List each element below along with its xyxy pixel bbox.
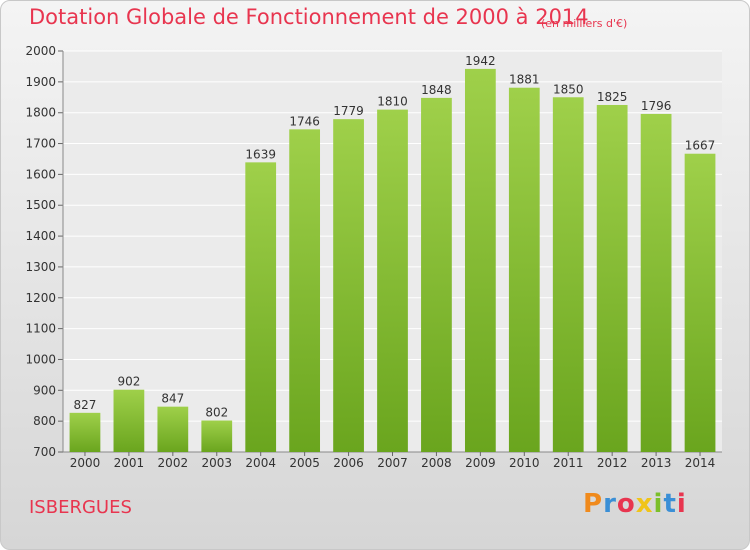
bar-value-label: 1850	[553, 82, 584, 96]
x-tick-label: 2014	[685, 456, 716, 470]
bar	[113, 389, 145, 452]
bar	[640, 113, 672, 453]
bar	[289, 129, 321, 452]
logo-letter: r	[603, 489, 617, 519]
logo-letter: i	[653, 489, 664, 519]
y-tick-label: 1500	[25, 198, 56, 212]
y-tick-label: 1700	[25, 137, 56, 151]
y-tick-label: 900	[33, 383, 56, 397]
x-tick-label: 2009	[465, 456, 496, 470]
x-tick-label: 2008	[421, 456, 452, 470]
bar	[377, 109, 408, 452]
x-tick-label: 2012	[597, 456, 628, 470]
bar-value-label: 1746	[289, 114, 320, 128]
y-tick-label: 1200	[25, 291, 56, 305]
bar	[596, 104, 628, 452]
bar-value-label: 1825	[597, 90, 628, 104]
bar-value-label: 1810	[377, 95, 408, 109]
y-tick-label: 1000	[25, 352, 56, 366]
bar-value-label: 1848	[421, 83, 452, 97]
bar	[552, 97, 584, 453]
bar	[464, 68, 496, 452]
x-tick-label: 2000	[70, 456, 101, 470]
y-tick-label: 1600	[25, 167, 56, 181]
x-tick-label: 2003	[201, 456, 232, 470]
logo-letter: o	[616, 489, 636, 519]
bar-value-label: 1942	[465, 54, 496, 68]
logo-letter: t	[663, 489, 677, 519]
y-tick-label: 1400	[25, 229, 56, 243]
bar-value-label: 1639	[245, 147, 276, 161]
x-tick-label: 2007	[377, 456, 408, 470]
bar-value-label: 1881	[509, 73, 540, 87]
y-tick-label: 700	[33, 445, 56, 459]
bar-value-label: 1796	[641, 99, 672, 113]
bar	[508, 87, 540, 453]
x-tick-label: 2004	[245, 456, 276, 470]
proxiti-logo[interactable]: Proxiti	[583, 489, 687, 519]
bar-value-label: 827	[74, 398, 97, 412]
value-labels: 827 902 847 802 1639 1746 1779 1810 1848 1942 1881…	[74, 54, 716, 420]
x-tick-label: 2006	[333, 456, 364, 470]
bar-value-label: 802	[205, 406, 228, 420]
y-tick-label: 2000	[25, 44, 56, 58]
y-tick-label: 1100	[25, 322, 56, 336]
x-tick-label: 2002	[158, 456, 189, 470]
y-tick-label: 1300	[25, 260, 56, 274]
x-tick-label: 2013	[641, 456, 672, 470]
bar	[157, 406, 189, 452]
bar-value-label: 902	[117, 375, 140, 389]
chart-title: Dotation Globale de Fonctionnement de 20…	[29, 5, 589, 29]
logo-letter: P	[583, 489, 604, 519]
bar-value-label: 1667	[685, 139, 716, 153]
bar	[245, 162, 277, 452]
bar	[421, 97, 452, 452]
bar	[333, 119, 364, 453]
x-tick-label: 2005	[289, 456, 320, 470]
bar	[201, 420, 233, 452]
x-tick-label: 2001	[114, 456, 145, 470]
y-tick-label: 1800	[25, 106, 56, 120]
logo-letter: x	[635, 489, 654, 519]
bar-value-label: 847	[161, 392, 184, 406]
bar-value-label: 1779	[333, 104, 364, 118]
x-tick-label: 2010	[509, 456, 540, 470]
x-tick-label: 2011	[553, 456, 584, 470]
y-tick-label: 800	[33, 414, 56, 428]
chart-unit: (en milliers d'€)	[541, 17, 628, 30]
bar	[69, 412, 101, 452]
commune-name: ISBERGUES	[29, 497, 132, 518]
bars	[69, 68, 716, 453]
bar	[684, 153, 716, 452]
y-tick-label: 1900	[25, 75, 56, 89]
logo-letter: i	[676, 489, 687, 519]
